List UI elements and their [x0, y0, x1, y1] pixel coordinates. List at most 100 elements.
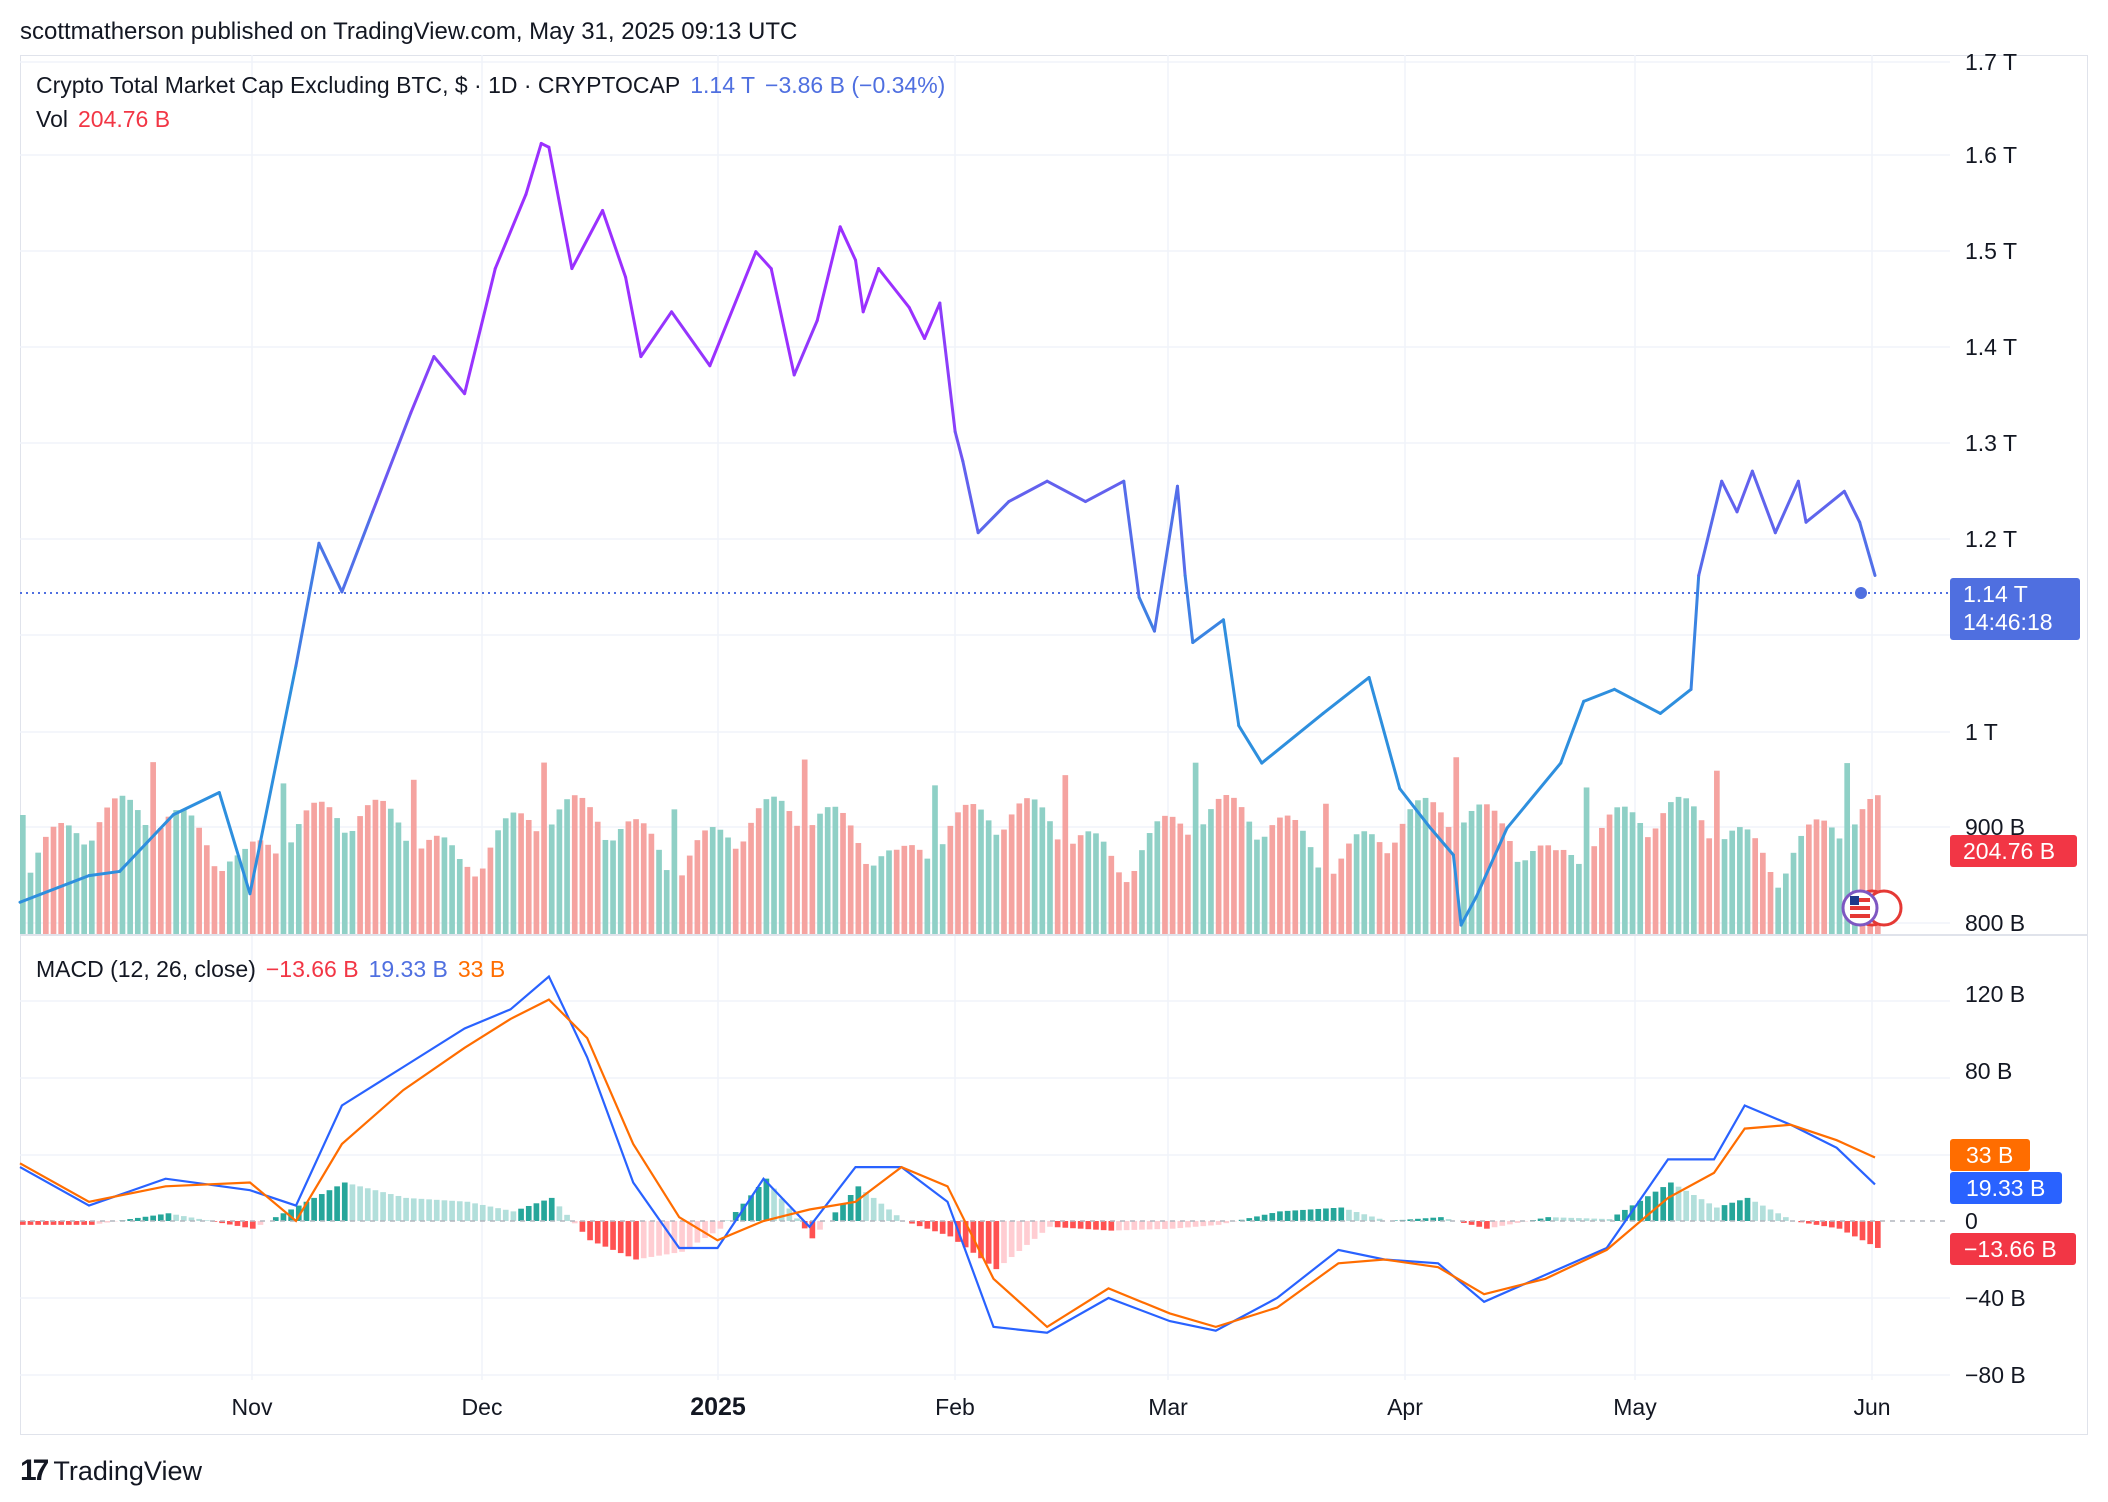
price-segment [1083, 479, 1126, 504]
price-segment [547, 145, 574, 271]
price-segment [1175, 484, 1187, 577]
histogram-bar [1867, 1221, 1873, 1245]
price-segment [708, 250, 758, 368]
last-price-badge [1950, 578, 2080, 640]
price-segment [463, 267, 497, 396]
volume-bar [1307, 847, 1314, 935]
volume-bar [1146, 833, 1153, 935]
histogram-bar [134, 1217, 141, 1221]
volume-bar [909, 845, 915, 935]
volume-bar [395, 822, 402, 935]
volume-bar [786, 811, 793, 935]
histogram-bar [1139, 1221, 1145, 1230]
volume-bar [502, 818, 509, 935]
histogram-bar [1438, 1217, 1444, 1221]
volume-bar [65, 825, 72, 935]
volume-bar [1675, 796, 1682, 935]
histogram-bar [533, 1203, 540, 1221]
histogram-bar [1169, 1221, 1176, 1229]
last-price-label: 1.14 T [1963, 581, 2028, 607]
volume-bar [1208, 809, 1214, 935]
volume-bar [1461, 822, 1467, 935]
histogram-bar [1093, 1221, 1099, 1230]
volume-bar [732, 848, 739, 935]
histogram-bar [1875, 1221, 1881, 1248]
volume-bar [472, 876, 478, 935]
volume-bar [249, 841, 256, 935]
volume-bar [104, 807, 110, 935]
volume-bar [58, 822, 64, 935]
symbol-title[interactable]: Crypto Total Market Cap Excluding BTC, $… [36, 72, 681, 98]
volume-bar [1790, 852, 1797, 935]
histogram-bar [188, 1217, 195, 1221]
footer-brand[interactable]: 17 TradingView [20, 1454, 202, 1488]
price-segment [639, 310, 674, 359]
price-segment [371, 411, 413, 514]
price-segment [1237, 724, 1264, 765]
volume-bar [1668, 802, 1674, 935]
histogram-bar [456, 1201, 463, 1221]
histogram-bar [778, 1198, 785, 1221]
price-segment [1260, 711, 1325, 765]
volume-bar [1261, 836, 1268, 935]
volume-bar [1024, 798, 1030, 935]
volume-bar [1223, 795, 1230, 935]
tradingview-logo-icon: 17 [20, 1454, 49, 1487]
histogram-bar [1376, 1218, 1383, 1221]
histogram-bar [380, 1192, 386, 1221]
volume-bar [150, 762, 156, 935]
volume-legend[interactable]: Vol 204.76 B [36, 106, 170, 133]
histogram-bar [1660, 1187, 1667, 1221]
macd-badge-label: 19.33 B [1966, 1175, 2045, 1201]
price-tick: 1.4 T [1965, 334, 2017, 360]
histogram-bar [449, 1200, 455, 1221]
volume-bar [288, 842, 294, 935]
macd-tick: 80 B [1965, 1058, 2012, 1084]
us-events-flags-icon[interactable] [1841, 889, 1903, 927]
histogram-bar [1330, 1208, 1337, 1221]
volume-bar [257, 840, 264, 935]
histogram-bar [1668, 1182, 1674, 1221]
volume-bar [1445, 826, 1452, 935]
volume-bar [985, 820, 992, 935]
volume-bar [886, 850, 892, 935]
volume-bar [1016, 803, 1023, 935]
volume-bar [1813, 819, 1820, 935]
volume-bar [564, 799, 570, 935]
signal-badge [1950, 1139, 2030, 1171]
histogram-bar [594, 1221, 601, 1244]
volume-bar [617, 828, 624, 935]
volume-bar [1568, 854, 1575, 935]
macd-tick: 120 B [1965, 981, 2025, 1007]
histogram-bar [418, 1198, 425, 1221]
histogram-bar [602, 1221, 609, 1247]
histogram-bar [587, 1221, 593, 1241]
histogram-bar [1591, 1218, 1598, 1221]
price-segment [854, 258, 865, 314]
volume-bar [1491, 810, 1498, 935]
time-label: Feb [935, 1394, 975, 1420]
histogram-bar [1146, 1221, 1153, 1230]
volume-bar [740, 841, 747, 935]
price-line [18, 141, 1877, 927]
price-segment [1858, 520, 1877, 577]
volume-bar [1576, 863, 1582, 935]
histogram-bar [1192, 1221, 1199, 1227]
macd-legend[interactable]: MACD (12, 26, close) −13.66 B 19.33 B 33 B [36, 956, 505, 983]
histogram-bar [1108, 1221, 1115, 1231]
main-legend[interactable]: Crypto Total Market Cap Excluding BTC, $… [36, 72, 945, 99]
histogram-bar [763, 1178, 770, 1221]
price-segment [1612, 687, 1662, 715]
price-tick: 1.7 T [1965, 49, 2017, 75]
volume-value: 204.76 B [77, 106, 171, 132]
histogram-bar [487, 1206, 494, 1221]
volume-bar [1453, 757, 1460, 935]
price-segment [792, 319, 819, 377]
macd-tick: −80 B [1965, 1362, 2026, 1388]
histogram-bar [433, 1199, 440, 1221]
price-segment [1152, 484, 1179, 633]
histogram-bar [1813, 1221, 1820, 1225]
volume-bar [1039, 807, 1046, 935]
histogram-bar [717, 1221, 724, 1229]
